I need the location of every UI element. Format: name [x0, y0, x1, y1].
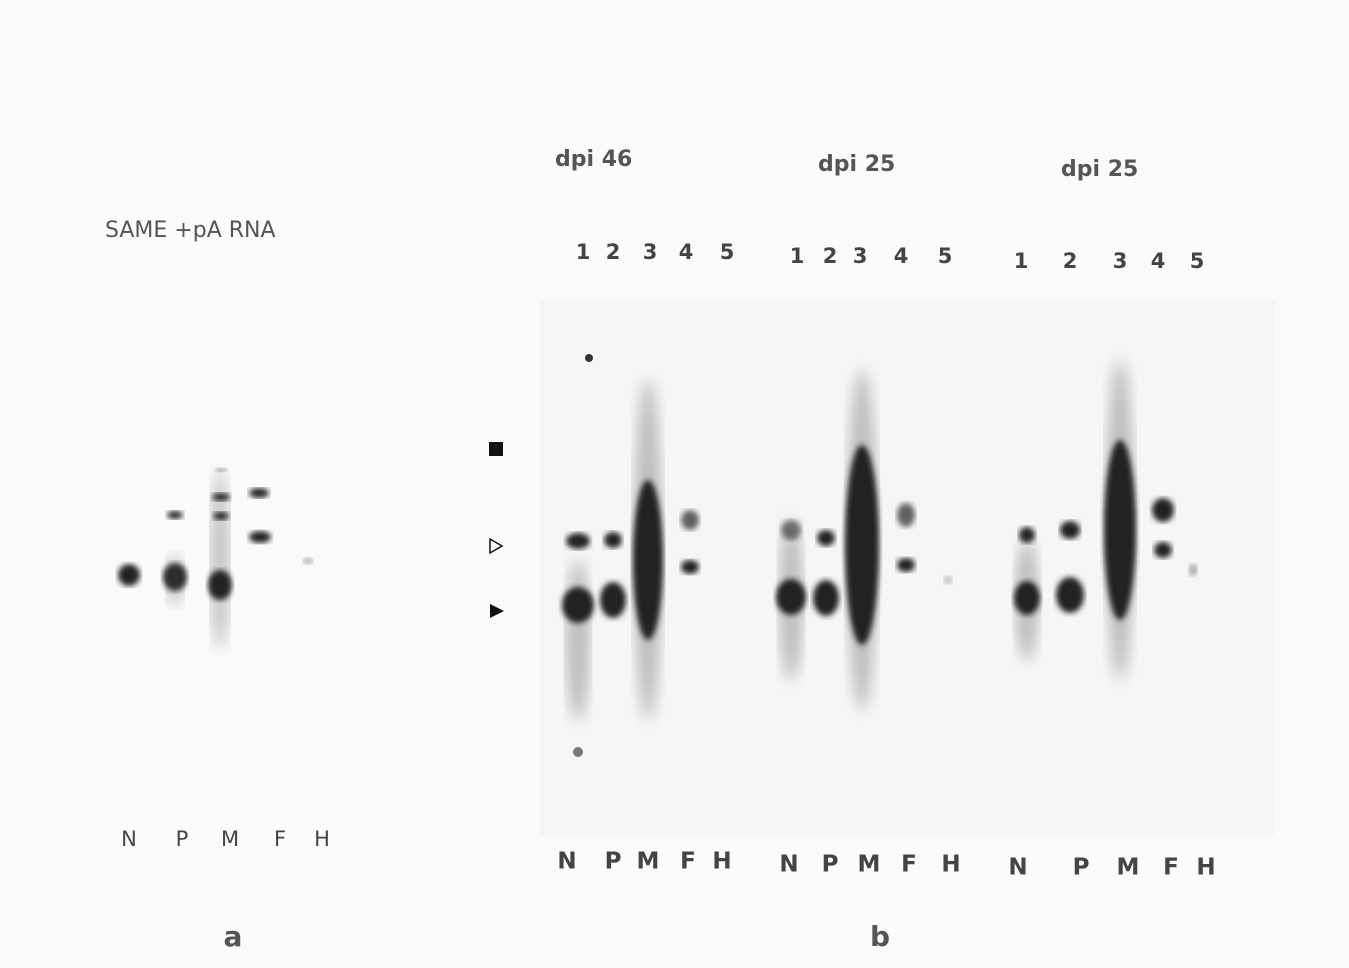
lane-label: N: [121, 827, 137, 851]
spot: [585, 354, 593, 362]
lane-number: 2: [1063, 249, 1078, 273]
tissue-label: H: [941, 852, 960, 878]
lane-number: 1: [576, 240, 591, 264]
lane-number: 4: [1151, 249, 1166, 273]
group-title: dpi 46: [555, 147, 632, 172]
panel-b-label: b: [870, 920, 890, 953]
lane-number: 3: [853, 244, 868, 268]
lane-number: 1: [790, 244, 805, 268]
tissue-label: M: [1117, 855, 1140, 881]
lane-label: F: [274, 827, 286, 851]
lane-number: 4: [894, 244, 909, 268]
panel-a-title: SAME +pA RNA: [105, 218, 276, 243]
lane-number: 2: [606, 240, 621, 264]
square-marker: [489, 442, 503, 456]
tissue-label: P: [1073, 855, 1090, 881]
lane-number: 5: [720, 240, 735, 264]
group-title: dpi 25: [818, 152, 895, 177]
panel-a-label: a: [224, 920, 243, 953]
tissue-label: P: [822, 852, 839, 878]
lane-label: P: [176, 827, 189, 851]
lane-number: 5: [938, 244, 953, 268]
lane-number: 4: [679, 240, 694, 264]
lane-number: 3: [643, 240, 658, 264]
tissue-label: H: [1196, 855, 1215, 881]
tissue-label: M: [858, 852, 881, 878]
spot: [573, 747, 583, 757]
lane-number: 2: [823, 244, 838, 268]
tissue-label: N: [557, 849, 576, 875]
figure: SAME +pA RNA a b NPMFHdpi 4612345NPMFHdp…: [0, 0, 1349, 968]
lane-label: M: [221, 827, 239, 851]
group-title: dpi 25: [1061, 157, 1138, 182]
lane-number: 3: [1113, 249, 1128, 273]
lane-label: H: [314, 827, 330, 851]
tissue-label: P: [605, 849, 622, 875]
tissue-label: F: [901, 852, 917, 878]
lane-number: 5: [1190, 249, 1205, 273]
tissue-label: F: [680, 849, 696, 875]
tissue-label: F: [1163, 855, 1179, 881]
tissue-label: H: [712, 849, 731, 875]
tissue-label: N: [1008, 855, 1027, 881]
tissue-label: N: [779, 852, 798, 878]
tissue-label: M: [637, 849, 660, 875]
lane-number: 1: [1014, 249, 1029, 273]
